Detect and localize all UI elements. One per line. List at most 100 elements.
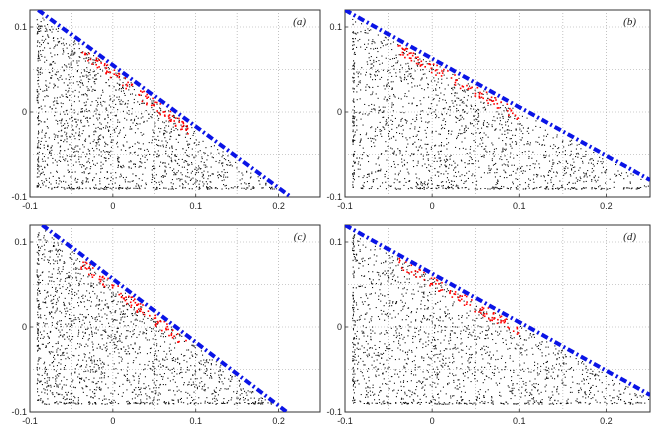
data-point (465, 148, 467, 150)
data-point (77, 397, 79, 399)
data-point (404, 93, 406, 95)
data-point (483, 102, 485, 104)
data-point (461, 160, 463, 162)
data-point (450, 183, 452, 185)
data-point (60, 139, 62, 141)
data-point (201, 156, 203, 158)
data-point (70, 64, 72, 66)
data-point (73, 112, 75, 114)
data-point (90, 301, 92, 303)
data-point (519, 123, 521, 125)
data-point (372, 79, 374, 81)
data-point (38, 282, 40, 284)
data-point (195, 167, 197, 169)
data-point (150, 347, 152, 349)
data-point (120, 301, 122, 303)
data-point (352, 129, 354, 131)
data-point (194, 386, 196, 388)
data-point (78, 318, 80, 320)
data-point (139, 331, 141, 333)
data-point (127, 330, 129, 332)
data-point (591, 180, 593, 182)
data-point (371, 126, 373, 128)
data-point (398, 124, 400, 126)
data-point (166, 131, 168, 133)
data-point (426, 127, 428, 129)
data-point (78, 100, 80, 102)
data-point (95, 131, 97, 133)
data-point (545, 186, 547, 188)
data-point (177, 399, 179, 401)
data-point (41, 391, 43, 393)
data-point (623, 178, 625, 180)
data-point (416, 119, 418, 121)
data-point (45, 84, 47, 86)
data-point (394, 96, 396, 98)
data-point (522, 188, 524, 190)
data-point (85, 316, 87, 318)
highlight-point (434, 69, 437, 72)
data-point (199, 362, 201, 364)
data-point (76, 364, 78, 366)
data-point (461, 125, 463, 127)
data-point (162, 365, 164, 367)
data-point (206, 397, 208, 399)
data-point (190, 178, 192, 180)
data-point (563, 167, 565, 169)
data-point (134, 163, 136, 165)
data-point (204, 373, 206, 375)
data-point (505, 143, 507, 145)
data-point (428, 164, 430, 166)
data-point (393, 163, 395, 165)
data-point (152, 175, 154, 177)
data-point (450, 133, 452, 135)
data-point (185, 128, 187, 130)
data-point (94, 74, 96, 76)
data-point (42, 301, 44, 303)
panel-3: -0.1 0 0.1 0.2-0.100.1 (c) (11, 224, 321, 426)
data-point (501, 133, 503, 135)
data-point (579, 167, 581, 169)
data-point (159, 165, 161, 167)
data-point (98, 282, 100, 284)
data-point (59, 113, 61, 115)
data-point (206, 369, 208, 371)
data-point (55, 180, 57, 182)
data-point (501, 185, 503, 187)
data-point (37, 289, 39, 291)
data-point (394, 178, 396, 180)
data-point (455, 176, 457, 178)
data-point (370, 56, 372, 58)
data-point (63, 396, 65, 398)
data-point (37, 388, 39, 390)
highlight-point (98, 59, 100, 61)
data-point (61, 78, 63, 80)
data-point (172, 359, 174, 361)
data-point (57, 269, 59, 271)
data-point (445, 102, 447, 104)
data-point (39, 290, 41, 292)
data-point (67, 113, 69, 115)
data-point (451, 87, 453, 89)
data-point (41, 402, 43, 404)
highlight-point (162, 111, 165, 113)
data-point (48, 36, 50, 38)
data-point (564, 150, 566, 152)
data-point (37, 294, 39, 296)
data-point (471, 105, 473, 107)
data-point (354, 53, 356, 55)
data-point (363, 186, 365, 188)
data-point (151, 369, 153, 371)
data-point (195, 181, 197, 183)
data-point (363, 175, 365, 177)
data-point (70, 401, 72, 403)
data-point (397, 148, 399, 150)
data-point (37, 76, 39, 78)
data-point (81, 83, 83, 85)
data-point (66, 66, 68, 68)
data-point (385, 124, 387, 126)
data-point (148, 142, 150, 144)
data-point (419, 187, 421, 189)
data-point (470, 104, 472, 106)
data-point (462, 109, 464, 111)
